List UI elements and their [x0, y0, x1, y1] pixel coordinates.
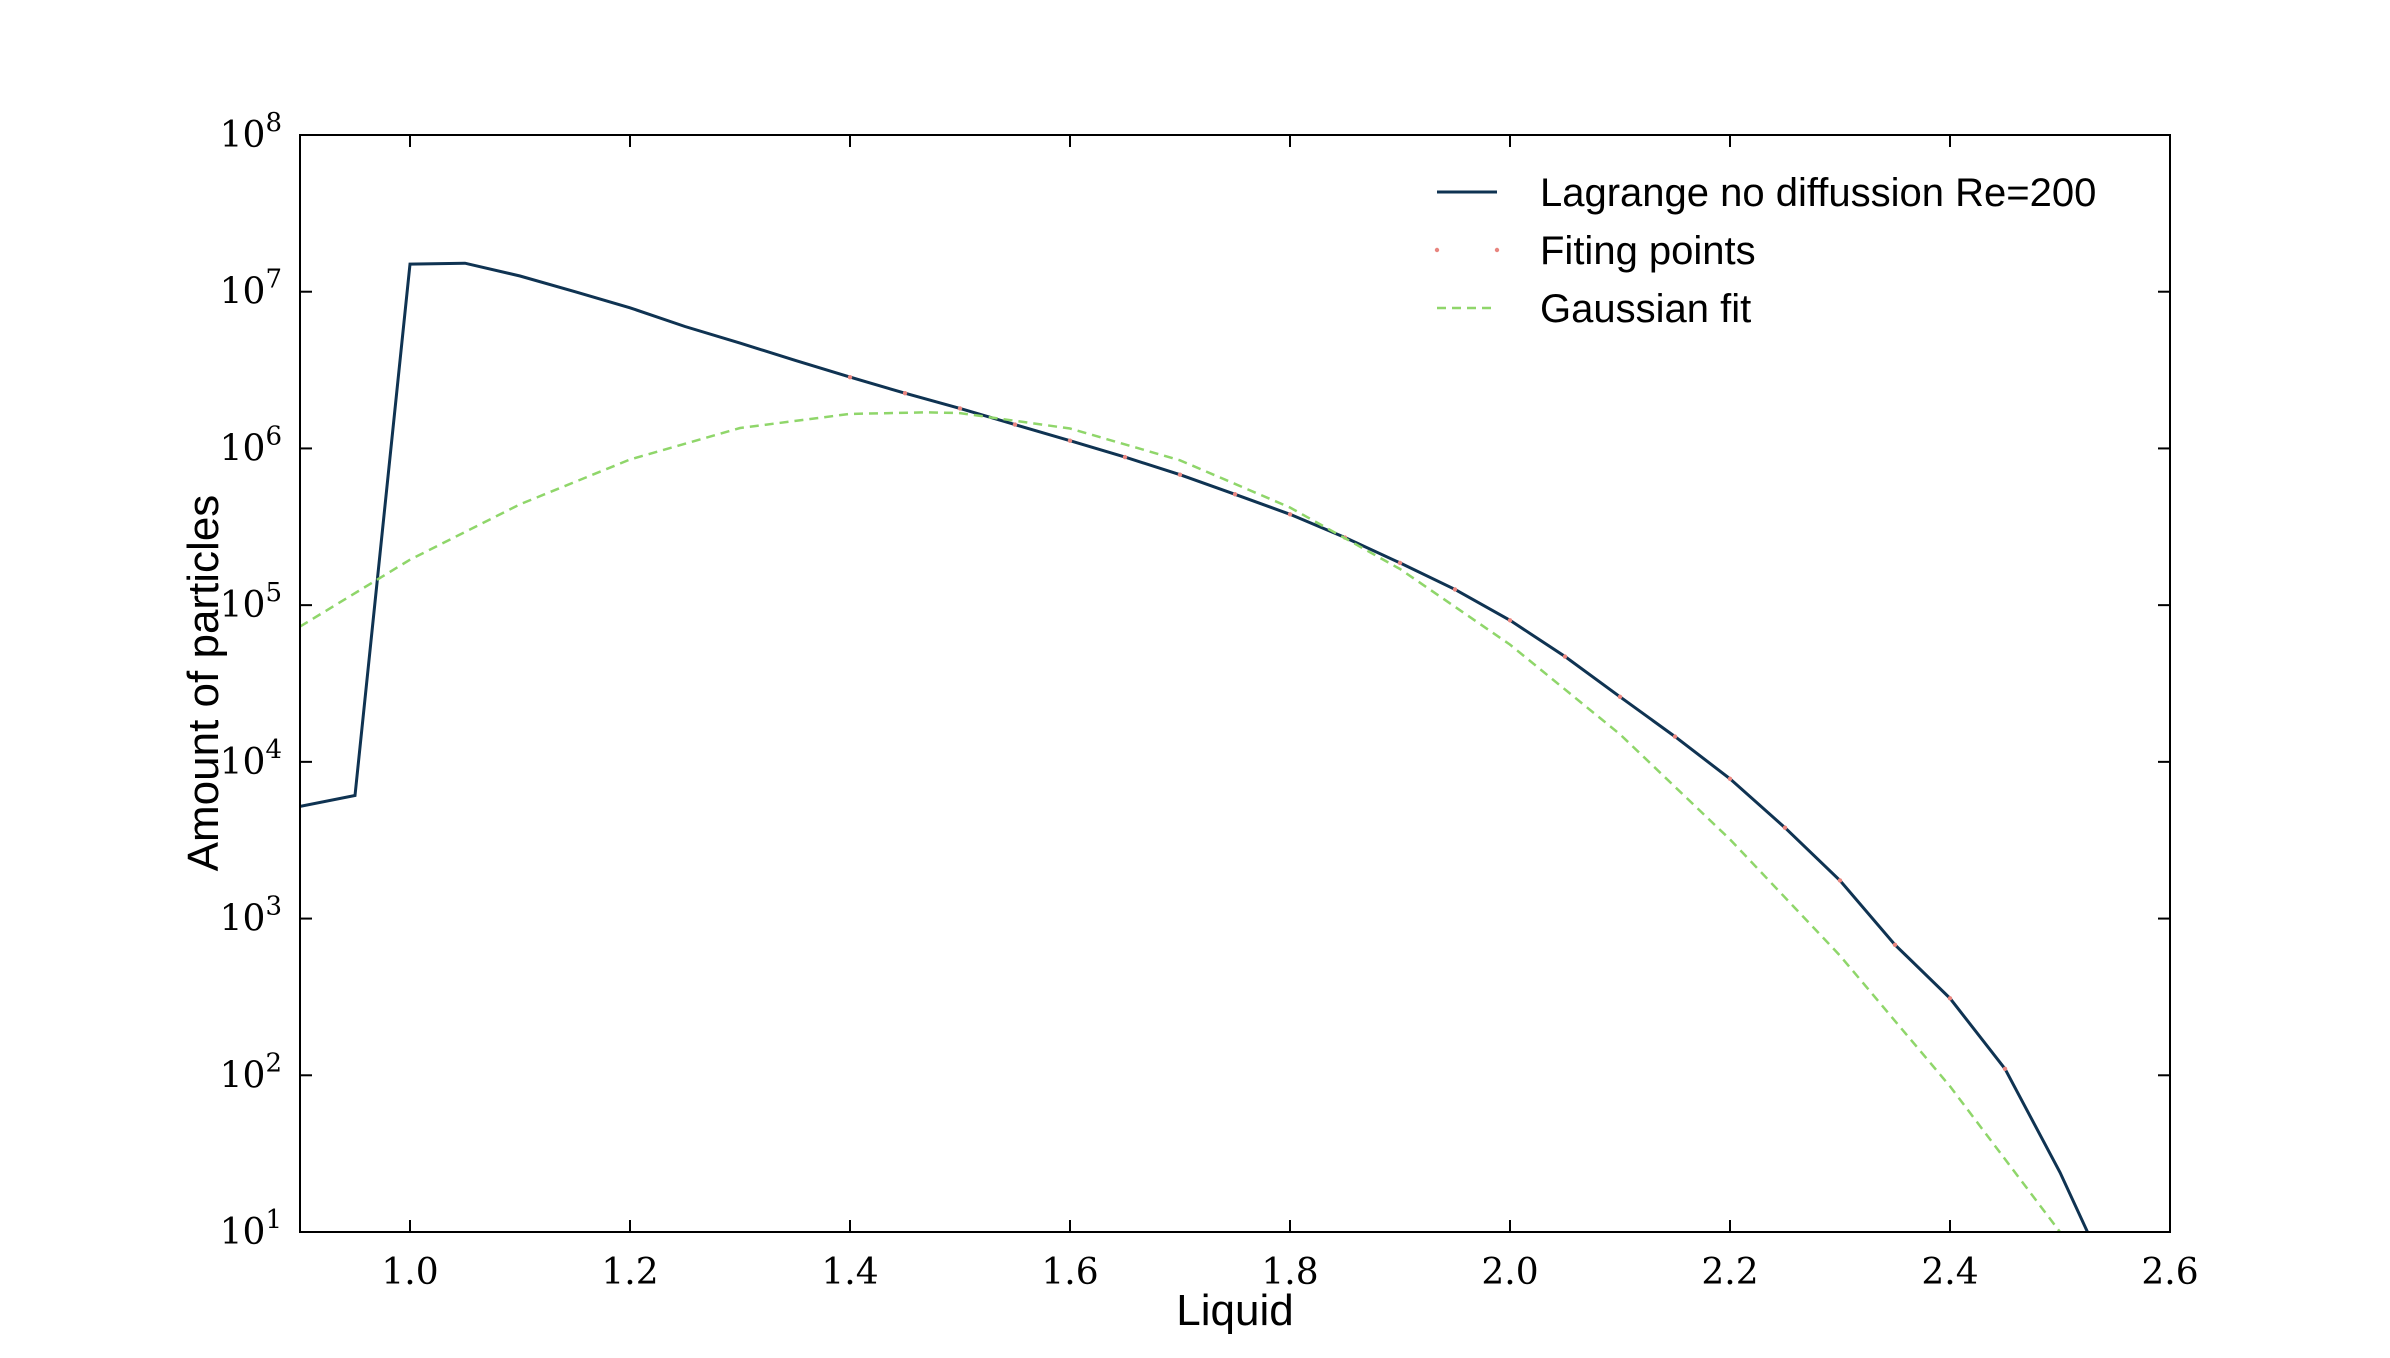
fit-point	[1617, 694, 1623, 700]
fit-point	[847, 374, 853, 380]
fit-point	[1837, 878, 1843, 883]
plot-frame	[299, 134, 2171, 1233]
fit-point	[1012, 422, 1018, 427]
fit-point	[957, 406, 963, 411]
gaussian-fit-line	[300, 411, 2062, 1232]
fit-point	[1782, 825, 1788, 830]
x-tick-label: 1.8	[1261, 1252, 1318, 1293]
x-tick-label: 1.4	[821, 1252, 878, 1293]
fit-point	[1672, 734, 1678, 739]
x-tick-label: 1.2	[601, 1252, 658, 1293]
fit-point	[2002, 1066, 2008, 1071]
fit-point	[1947, 996, 1953, 1001]
legend: Lagrange no diffussion Re=200 Fiting poin…	[1434, 171, 2096, 331]
y-tick-label: 102	[220, 1048, 282, 1096]
fit-point	[1067, 438, 1073, 443]
fit-point	[1727, 776, 1733, 781]
fit-point	[1892, 942, 1898, 948]
y-tick-label: 106	[220, 421, 282, 469]
legend-label: Fiting points	[1540, 229, 1756, 273]
legend-marker-fit-point	[1434, 247, 1440, 253]
lagrange-series-line	[300, 261, 2089, 1232]
fit-point	[1232, 492, 1238, 497]
y-tick-label: 104	[220, 735, 282, 783]
legend-label: Gaussian fit	[1540, 287, 1751, 331]
fit-point	[1122, 454, 1128, 460]
x-tick-label: 1.0	[381, 1252, 438, 1293]
x-tick-label: 2.0	[1481, 1252, 1538, 1293]
fit-point	[1452, 587, 1458, 592]
legend-label: Lagrange no diffussion Re=200	[1540, 171, 2096, 215]
x-axis-label: Liquid	[1176, 1286, 1293, 1335]
y-axis-label: Amount of particles	[179, 495, 228, 872]
y-tick-label: 108	[220, 108, 282, 156]
y-tick-label: 101	[220, 1205, 282, 1253]
x-tick-label: 2.6	[2141, 1252, 2198, 1293]
y-tick-label: 105	[220, 578, 282, 626]
y-tick-label: 107	[220, 265, 282, 313]
legend-marker-fit-point	[1494, 247, 1500, 253]
x-tick-label: 2.2	[1701, 1252, 1758, 1293]
x-tick-label: 2.4	[1921, 1252, 1978, 1293]
y-tick-label: 103	[220, 892, 282, 940]
series-layer	[300, 261, 2089, 1232]
ticks-layer: 1.0 1.2 1.4 1.6 1.8 2.0 2.2 2.4 2.6 101 102 103 104 1…	[220, 108, 2199, 1293]
fit-point	[1287, 512, 1293, 517]
fit-point	[1507, 618, 1513, 623]
x-tick-label: 1.6	[1041, 1252, 1098, 1293]
fit-point	[902, 391, 908, 396]
fit-point	[1562, 654, 1568, 659]
fit-point	[1177, 472, 1183, 477]
fit-point	[1397, 560, 1403, 566]
